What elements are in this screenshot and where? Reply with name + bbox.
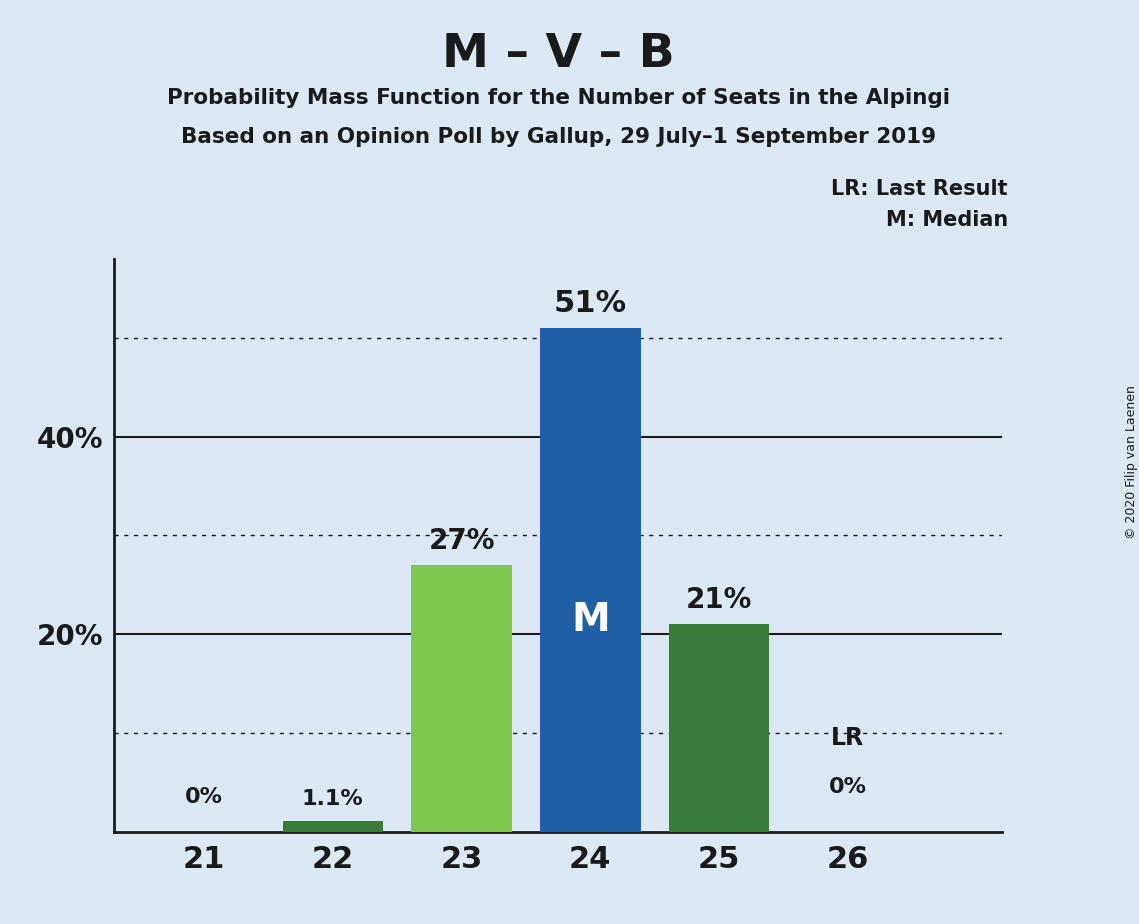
Text: 1.1%: 1.1% — [302, 789, 363, 808]
Text: M: Median: M: Median — [886, 210, 1008, 230]
Text: M: M — [571, 601, 609, 639]
Text: Based on an Opinion Poll by Gallup, 29 July–1 September 2019: Based on an Opinion Poll by Gallup, 29 J… — [181, 127, 935, 147]
Bar — [282, 821, 383, 832]
Text: LR: LR — [831, 725, 865, 749]
Text: 0%: 0% — [185, 787, 223, 807]
Text: 0%: 0% — [829, 777, 867, 797]
Bar — [411, 565, 511, 832]
Text: 51%: 51% — [554, 289, 626, 318]
Text: 21%: 21% — [686, 587, 752, 614]
Text: Probability Mass Function for the Number of Seats in the Alpingi: Probability Mass Function for the Number… — [166, 88, 950, 108]
Text: © 2020 Filip van Laenen: © 2020 Filip van Laenen — [1124, 385, 1138, 539]
Bar — [669, 625, 769, 832]
Text: LR: Last Result: LR: Last Result — [831, 179, 1008, 200]
Text: M – V – B: M – V – B — [442, 32, 674, 78]
Bar — [540, 328, 640, 832]
Text: 27%: 27% — [428, 527, 494, 555]
